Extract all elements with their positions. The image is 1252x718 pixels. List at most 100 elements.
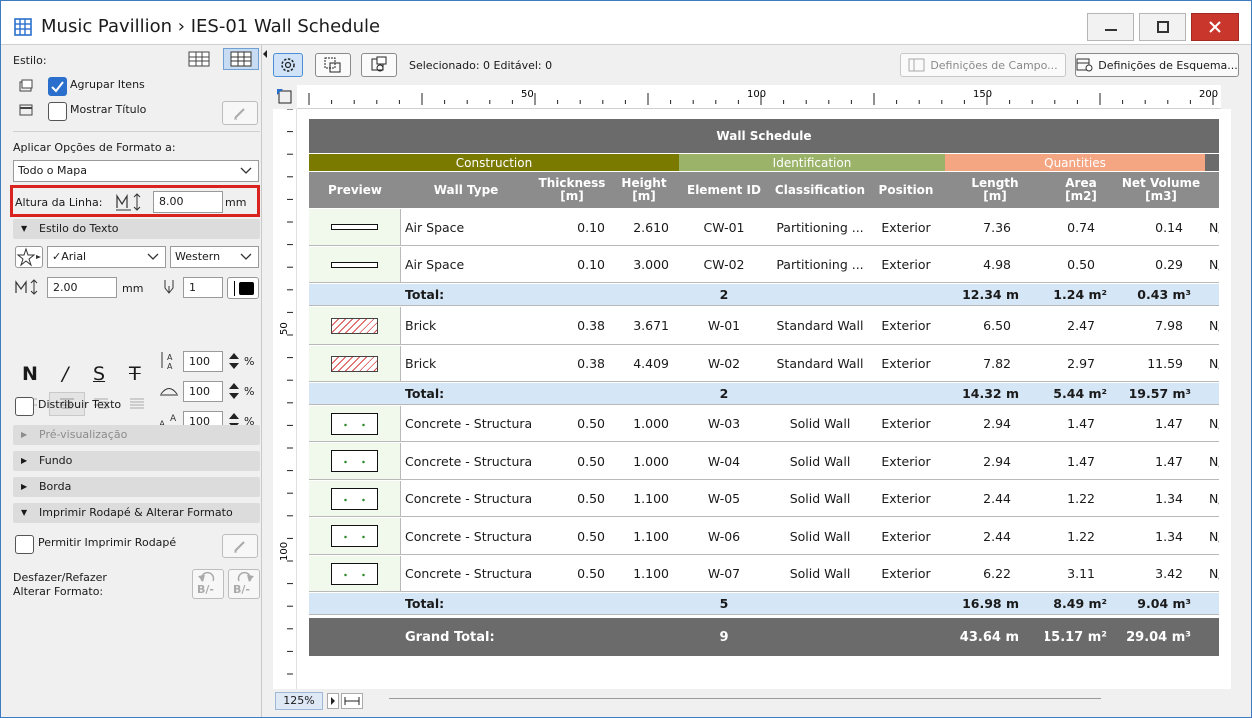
brick-wall-icon bbox=[331, 317, 378, 334]
concrete-wall-icon bbox=[331, 412, 378, 435]
table-row: Air Space 0.10 3.000 CW-02 Partitioning ... E… bbox=[309, 247, 1219, 283]
total-area-cell: 1.24 m² bbox=[1053, 287, 1107, 302]
align-justify-icon[interactable] bbox=[129, 397, 147, 411]
settings-button[interactable] bbox=[273, 53, 303, 77]
zoom-menu-icon[interactable] bbox=[327, 693, 339, 709]
thickness-cell: 0.50 bbox=[577, 528, 605, 544]
align-right-icon[interactable] bbox=[93, 397, 111, 411]
italic-button[interactable]: / bbox=[62, 363, 69, 385]
ruler-origin-icon[interactable] bbox=[275, 87, 295, 105]
extra-cell: N/ bbox=[1209, 318, 1219, 333]
vertical-scrollbar[interactable] bbox=[1231, 85, 1251, 689]
extra-cell: N/ bbox=[1209, 453, 1219, 469]
total-area-cell: 15.17 m² bbox=[1045, 629, 1107, 645]
zoom-level[interactable]: 125% bbox=[275, 692, 323, 710]
total-count-cell: 5 bbox=[719, 596, 729, 611]
edit-title-button[interactable] bbox=[222, 101, 258, 125]
distribuir-texto-checkbox[interactable] bbox=[15, 397, 34, 416]
position-cell: Exterior bbox=[881, 257, 931, 272]
pen-number-input[interactable]: 1 bbox=[183, 277, 223, 298]
chevron-down-icon bbox=[240, 253, 252, 260]
align-center-button[interactable] bbox=[49, 392, 85, 416]
divider bbox=[13, 131, 260, 132]
undo-format-button[interactable]: B/- bbox=[192, 569, 224, 599]
underline-button[interactable]: S bbox=[93, 363, 106, 385]
element-id-cell: W-03 bbox=[707, 416, 741, 431]
net-volume-cell: 0.14 bbox=[1155, 219, 1183, 235]
schedule-title: Wall Schedule bbox=[716, 129, 812, 143]
strikethrough-button[interactable]: T bbox=[129, 363, 141, 385]
estilo-label: Estilo: bbox=[13, 54, 47, 67]
group-header: Identification bbox=[679, 154, 945, 171]
mostrar-titulo-label: Mostrar Título bbox=[70, 103, 147, 116]
show-selection-button[interactable] bbox=[361, 53, 397, 77]
fit-width-icon[interactable] bbox=[341, 693, 363, 709]
style-grid-icon[interactable] bbox=[188, 51, 210, 67]
ruler-ticks: 50 100 bbox=[279, 108, 293, 675]
element-id-cell: W-04 bbox=[707, 453, 741, 469]
pct1-input[interactable]: 100 bbox=[183, 351, 223, 372]
scheme-settings-button[interactable]: Definições de Esquema... bbox=[1075, 53, 1239, 77]
column-header-unit: [m] bbox=[560, 189, 584, 203]
fundo-section-header[interactable]: ▶ Fundo bbox=[13, 451, 260, 471]
preview-section-header: ▶ Pré-visualização bbox=[13, 425, 260, 445]
favorite-style-button[interactable] bbox=[15, 246, 43, 268]
ruler-label: 100 bbox=[279, 542, 290, 561]
table-row: Brick 0.38 4.409 W-02 Standard Wall Exterior 7… bbox=[309, 346, 1219, 382]
font-select[interactable]: ✓Arial bbox=[47, 246, 166, 268]
text-style-label: Estilo do Texto bbox=[39, 222, 119, 235]
net-volume-cell: 1.34 bbox=[1155, 491, 1183, 506]
position-cell: Exterior bbox=[881, 528, 931, 544]
select-element-button[interactable] bbox=[315, 53, 351, 77]
row-height-input[interactable]: 8.00 bbox=[153, 191, 223, 213]
font-size-input[interactable]: 2.00 bbox=[47, 277, 117, 298]
close-button[interactable] bbox=[1191, 13, 1239, 41]
apply-to-select[interactable]: Todo o Mapa bbox=[13, 160, 259, 182]
total-volume-cell: 29.04 m³ bbox=[1126, 629, 1191, 645]
pen-color-button[interactable] bbox=[227, 277, 259, 299]
group-items-icon bbox=[19, 79, 33, 92]
wall-type-cell: Concrete - Structural bbox=[405, 528, 531, 544]
permitir-imprimir-checkbox[interactable] bbox=[15, 535, 34, 554]
position-cell: Exterior bbox=[881, 491, 931, 506]
wall-type-cell: Concrete - Structural bbox=[405, 416, 531, 431]
bold-button[interactable]: N bbox=[22, 363, 38, 385]
ruler-label: 150 bbox=[973, 89, 992, 100]
script-select[interactable]: Western bbox=[170, 246, 259, 268]
length-cell: 7.82 bbox=[983, 356, 1011, 371]
pct2-input[interactable]: 100 bbox=[183, 381, 223, 402]
table-row: Concrete - Structural 0.50 1.000 W-03 Solid … bbox=[309, 406, 1219, 442]
element-id-cell: W-07 bbox=[707, 566, 741, 581]
pct1-unit: % bbox=[244, 355, 255, 368]
redo-format-button[interactable]: B/- bbox=[228, 569, 260, 599]
maximize-button[interactable] bbox=[1139, 13, 1186, 41]
edit-footer-button[interactable] bbox=[222, 534, 258, 558]
agrupar-itens-checkbox[interactable] bbox=[48, 77, 67, 96]
horizontal-scrollbar[interactable] bbox=[389, 698, 1101, 699]
width-factor-icon: AA bbox=[161, 352, 173, 370]
area-cell: 1.22 bbox=[1067, 528, 1095, 544]
total-area-cell: 5.44 m² bbox=[1053, 386, 1107, 401]
wall-type-cell: Concrete - Structural bbox=[405, 491, 531, 506]
mostrar-titulo-checkbox[interactable] bbox=[48, 102, 67, 121]
extra-cell: N/ bbox=[1209, 356, 1219, 371]
style-table-icon bbox=[230, 51, 252, 67]
wall-type-cell: Air Space bbox=[405, 257, 465, 272]
pct2-stepper-icon[interactable] bbox=[227, 380, 241, 402]
field-settings-button[interactable]: Definições de Campo... bbox=[900, 53, 1066, 77]
borda-section-header[interactable]: ▶ Borda bbox=[13, 477, 260, 497]
text-style-section-header[interactable]: ▼ Estilo do Texto bbox=[13, 219, 260, 239]
total-volume-cell: 0.43 m³ bbox=[1137, 287, 1191, 302]
thickness-cell: 0.38 bbox=[577, 356, 605, 371]
preview-cell bbox=[309, 209, 401, 245]
pct1-stepper-icon[interactable] bbox=[227, 350, 241, 372]
imprimir-section-header[interactable]: ▼ Imprimir Rodapé & Alterar Formato bbox=[13, 503, 260, 523]
minimize-button[interactable] bbox=[1087, 13, 1134, 41]
title-bar: Music Pavillion › IES-01 Wall Schedule bbox=[1, 1, 1251, 45]
collapse-panel-icon[interactable] bbox=[263, 49, 269, 59]
table-row: Concrete - Structural 0.50 1.000 W-04 Solid … bbox=[309, 443, 1219, 480]
classification-cell: Partitioning ... bbox=[776, 257, 864, 272]
pct2-unit: % bbox=[244, 385, 255, 398]
net-volume-cell: 11.59 bbox=[1147, 356, 1183, 371]
